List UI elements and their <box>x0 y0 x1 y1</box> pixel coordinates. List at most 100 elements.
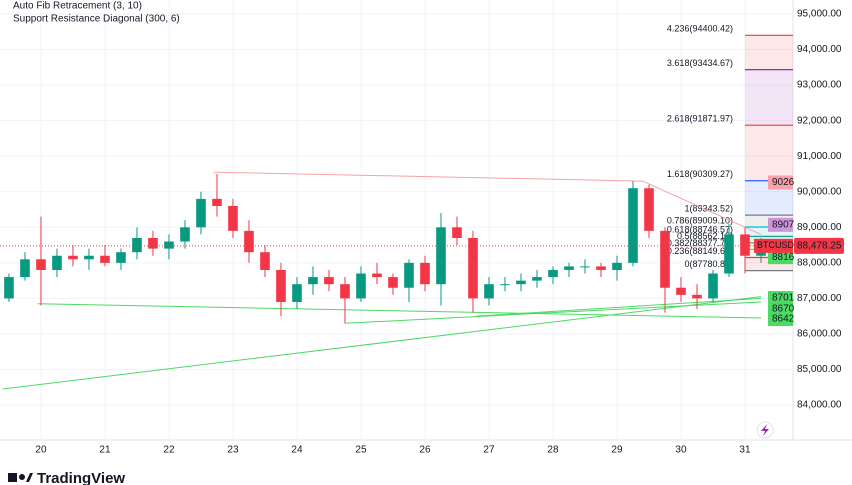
candle-body <box>196 198 206 228</box>
plot: 4.236(94400.42) 3.618(93434.67) 2.618(9187… <box>0 0 793 440</box>
y-tick-label: 93,000.00 <box>797 80 842 91</box>
x-tick-label: 29 <box>611 445 623 456</box>
candle-body <box>148 237 158 249</box>
x-tick-label: 30 <box>675 445 687 456</box>
candle-body <box>132 237 142 253</box>
trendline <box>476 297 762 317</box>
fib-label: 0.5(88562.12) <box>677 231 733 241</box>
fib-label: 1.618(90309.27) <box>667 169 733 179</box>
candle-body <box>596 266 606 270</box>
candle-body <box>548 269 558 278</box>
fib-label: 0.236(88149.62) <box>667 246 733 256</box>
fib-label: 0.786(89009.10) <box>667 215 733 225</box>
x-tick-label: 23 <box>227 445 239 456</box>
candle-body <box>4 277 14 299</box>
fib-label: 3.618(93434.67) <box>667 58 733 68</box>
trendline <box>344 301 762 324</box>
price-tag <box>768 312 793 327</box>
y-tick-label: 84,000.00 <box>797 400 842 411</box>
price-tag <box>768 175 793 190</box>
candle-body <box>324 277 334 285</box>
brand: TradingView <box>37 470 125 485</box>
y-tick-label: 86,000.00 <box>797 329 842 340</box>
x-tick-label: 28 <box>547 445 559 456</box>
y-tick-label: 90,000.00 <box>797 186 842 197</box>
candle-body <box>292 284 302 302</box>
x-tick-label: 31 <box>739 445 751 456</box>
candle-body <box>484 284 494 299</box>
price-tag-label: 8816 <box>772 252 795 263</box>
price-tag-label: 8701 <box>772 293 795 304</box>
x-tick-label: 26 <box>419 445 431 456</box>
candle-body <box>372 273 382 278</box>
candle-body <box>564 266 574 270</box>
last-price-label: 88,478.25 <box>797 240 842 251</box>
price-tag-label: 8642 <box>772 314 795 325</box>
symbol-tag <box>754 238 793 253</box>
x-tick-label: 20 <box>35 445 47 456</box>
candle-body <box>436 227 446 285</box>
candle-body <box>356 273 366 299</box>
candle-body <box>276 269 286 302</box>
candle-body <box>452 227 462 238</box>
fib-label: 0(87780.82) <box>684 259 733 269</box>
fib-label: 0.382(88377.77) <box>667 238 733 248</box>
candle-body <box>468 237 478 299</box>
candle-body <box>260 252 270 270</box>
candle-body <box>308 277 318 285</box>
candle-body <box>180 227 190 242</box>
candle-body <box>500 284 510 286</box>
price-tag-label: 8670 <box>772 304 795 315</box>
x-tick-label: 24 <box>291 445 303 456</box>
candle-body <box>36 259 46 270</box>
price-tag <box>768 250 793 265</box>
candle-body <box>68 255 78 260</box>
y-tick-label: 91,000.00 <box>797 151 842 162</box>
candle-body <box>660 230 670 288</box>
last-price-tag <box>794 237 844 254</box>
candle-body <box>212 198 222 206</box>
price-tag <box>768 217 793 232</box>
candle-body <box>676 287 686 295</box>
logo <box>8 473 33 482</box>
y-tick-label: 94,000.00 <box>797 44 842 55</box>
candle-body <box>516 280 526 285</box>
candle-body <box>84 255 94 260</box>
indicator-label: Auto Fib Retracement (3, 10) <box>13 1 142 12</box>
x-tick-label: 21 <box>99 445 111 456</box>
candle-body <box>740 234 750 256</box>
price-tag <box>768 291 793 306</box>
candle-body <box>692 294 702 299</box>
price-tag-label: 8907 <box>772 219 795 230</box>
fib-label: 1(89343.52) <box>684 203 733 213</box>
alert-icon[interactable] <box>761 424 769 436</box>
candle-body <box>116 252 126 263</box>
fib-label: 2.618(91871.97) <box>667 114 733 124</box>
candle-body <box>52 255 62 270</box>
y-tick-label: 85,000.00 <box>797 364 842 375</box>
fib-zone <box>744 69 793 126</box>
candle-body <box>404 262 414 288</box>
y-tick-label: 92,000.00 <box>797 115 842 126</box>
candle-body <box>228 205 238 231</box>
candle-body <box>340 284 350 299</box>
x-tick-label: 25 <box>355 445 367 456</box>
y-tick-label: 89,000.00 <box>797 222 842 233</box>
candle-body <box>20 259 30 278</box>
symbol-label: BTCUSD <box>757 240 795 250</box>
candle-body <box>612 262 622 270</box>
candle-body <box>100 255 110 263</box>
x-tick-label: 27 <box>483 445 495 456</box>
candle-body <box>164 241 174 249</box>
y-tick-label: 87,000.00 <box>797 293 842 304</box>
y-tick-label: 88,000.00 <box>797 257 842 268</box>
candle-body <box>388 277 398 288</box>
fib-label: 0.618(88746.57) <box>667 225 733 235</box>
trendline <box>642 180 762 235</box>
indicator-label: Support Resistance Diagonal (300, 6) <box>13 14 180 25</box>
candle-body <box>628 188 638 263</box>
trendline <box>2 296 762 390</box>
candle-body <box>420 262 430 285</box>
